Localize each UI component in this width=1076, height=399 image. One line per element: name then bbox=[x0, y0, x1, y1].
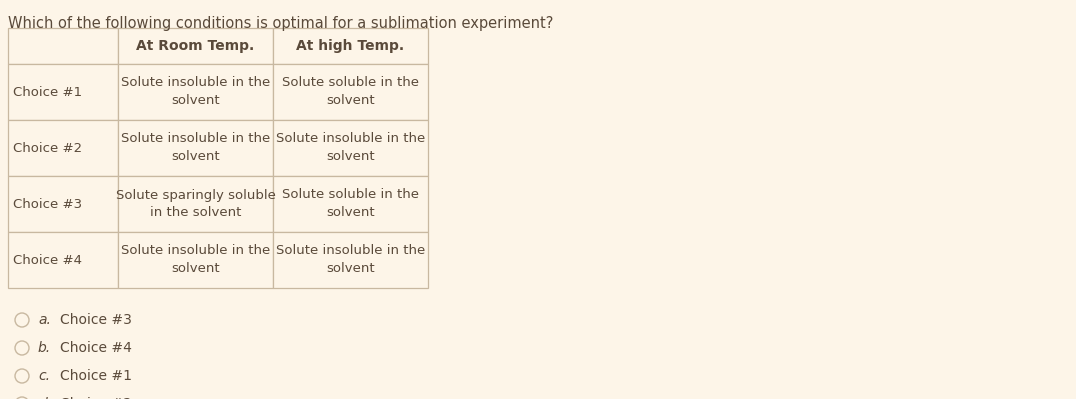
Bar bbox=[273, 28, 428, 64]
Bar bbox=[273, 232, 428, 288]
Text: Choice #2: Choice #2 bbox=[60, 397, 132, 399]
Bar bbox=[273, 120, 428, 176]
Text: Choice #3: Choice #3 bbox=[60, 313, 132, 327]
Text: At high Temp.: At high Temp. bbox=[296, 39, 405, 53]
Text: a.: a. bbox=[38, 313, 51, 327]
Text: Solute insoluble in the
solvent: Solute insoluble in the solvent bbox=[275, 245, 425, 275]
Text: d.: d. bbox=[38, 397, 52, 399]
Bar bbox=[118, 232, 273, 288]
Text: Solute soluble in the
solvent: Solute soluble in the solvent bbox=[282, 188, 419, 219]
Text: Choice #4: Choice #4 bbox=[13, 253, 82, 267]
Bar bbox=[273, 64, 428, 120]
Text: Choice #1: Choice #1 bbox=[60, 369, 132, 383]
Text: Solute sparingly soluble
in the solvent: Solute sparingly soluble in the solvent bbox=[115, 188, 275, 219]
Bar bbox=[8, 232, 118, 288]
Bar bbox=[118, 176, 273, 232]
Text: Solute insoluble in the
solvent: Solute insoluble in the solvent bbox=[121, 245, 270, 275]
Bar bbox=[8, 28, 118, 64]
Bar bbox=[118, 64, 273, 120]
Bar bbox=[8, 64, 118, 120]
Text: Solute soluble in the
solvent: Solute soluble in the solvent bbox=[282, 77, 419, 107]
Text: Solute insoluble in the
solvent: Solute insoluble in the solvent bbox=[275, 132, 425, 164]
Text: Solute insoluble in the
solvent: Solute insoluble in the solvent bbox=[121, 132, 270, 164]
Text: Solute insoluble in the
solvent: Solute insoluble in the solvent bbox=[121, 77, 270, 107]
Bar bbox=[8, 176, 118, 232]
Bar bbox=[118, 28, 273, 64]
Text: Choice #3: Choice #3 bbox=[13, 198, 82, 211]
Text: Choice #1: Choice #1 bbox=[13, 85, 82, 99]
Text: b.: b. bbox=[38, 341, 52, 355]
Bar bbox=[8, 120, 118, 176]
Bar bbox=[273, 176, 428, 232]
Text: c.: c. bbox=[38, 369, 49, 383]
Text: Choice #4: Choice #4 bbox=[60, 341, 132, 355]
Text: At Room Temp.: At Room Temp. bbox=[137, 39, 255, 53]
Text: Choice #2: Choice #2 bbox=[13, 142, 82, 154]
Bar bbox=[118, 120, 273, 176]
Text: Which of the following conditions is optimal for a sublimation experiment?: Which of the following conditions is opt… bbox=[8, 16, 553, 31]
